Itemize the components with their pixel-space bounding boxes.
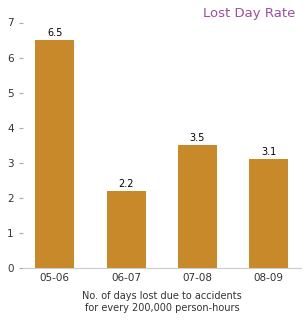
Text: Lost Day Rate: Lost Day Rate (203, 7, 295, 20)
Text: 3.1: 3.1 (261, 147, 276, 157)
Bar (249, 159, 288, 268)
X-axis label: No. of days lost due to accidents
for every 200,000 person-hours: No. of days lost due to accidents for ev… (82, 292, 242, 313)
Text: 3.5: 3.5 (190, 133, 205, 143)
Text: 6.5: 6.5 (47, 28, 63, 37)
Text: 2.2: 2.2 (118, 179, 134, 188)
Bar (178, 145, 217, 268)
Bar (35, 40, 75, 268)
Bar (107, 191, 146, 268)
